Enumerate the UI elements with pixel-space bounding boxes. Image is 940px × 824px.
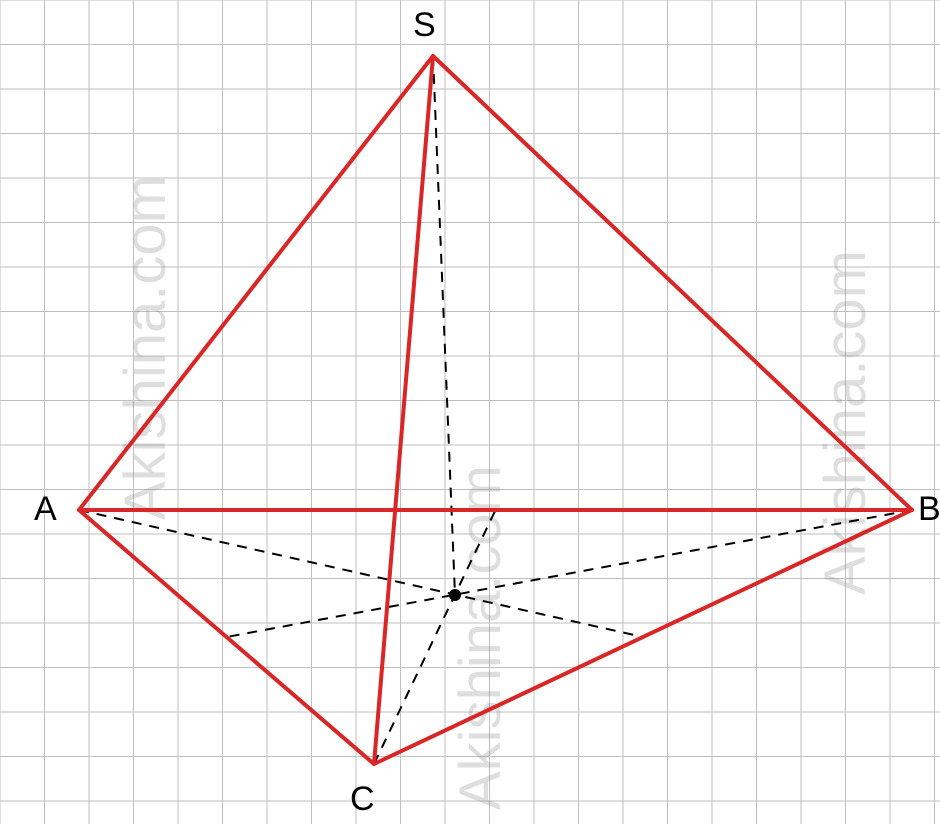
vertex-label-b: B [918,490,940,528]
vertex-label-a: A [34,490,57,528]
centroid-dot [449,589,461,601]
centroid-point [449,589,461,601]
vertex-label-s: S [413,6,436,44]
dashed-edge [227,510,913,637]
watermark-text: Akishina.com [113,175,178,520]
watermark-text: Akishina.com [448,465,513,810]
tetrahedron-diagram: Akishina.comAkishina.comAkishina.com SAB… [0,0,940,824]
dashed-edge [79,510,643,637]
solid-edge [79,510,374,764]
vertex-label-c: C [350,780,375,818]
dashed-edge [433,56,455,595]
watermark-layer: Akishina.comAkishina.comAkishina.com [113,175,878,810]
